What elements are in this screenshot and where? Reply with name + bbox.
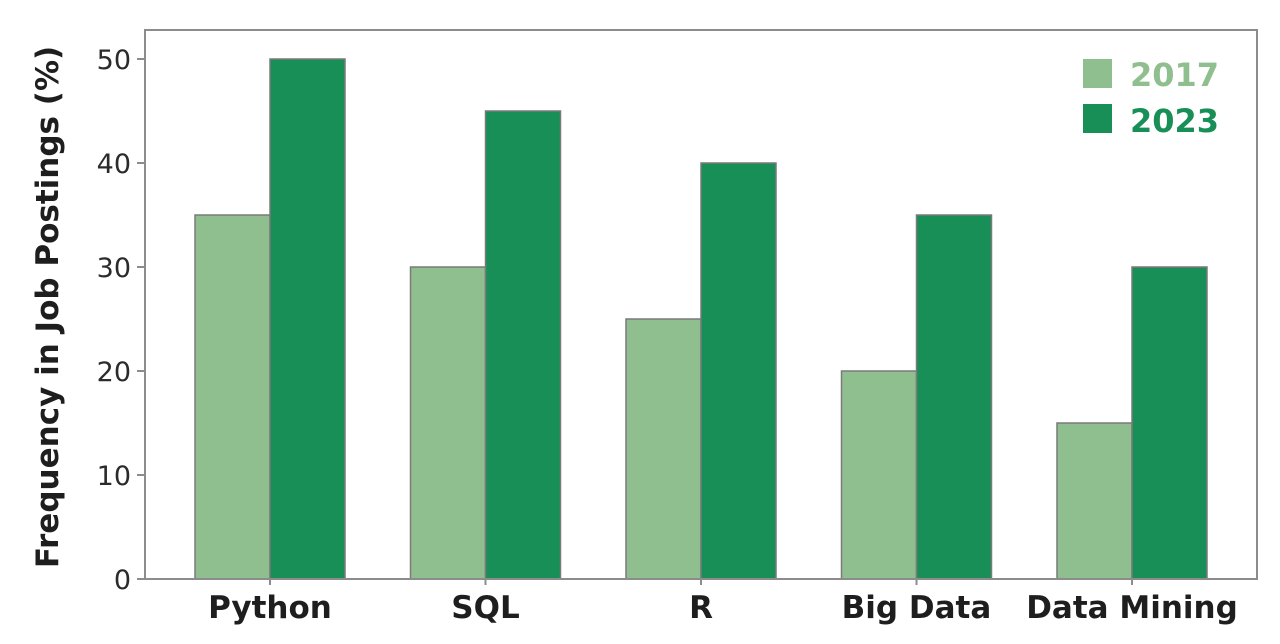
bar-2023-r (700, 162, 777, 580)
bar-2023-python (269, 58, 346, 580)
y-tick-label-40: 40 (97, 149, 131, 180)
x-category-label-sql: SQL (451, 590, 519, 626)
bar-2023-sql (484, 110, 562, 580)
y-tick-label-30: 30 (97, 253, 131, 284)
bar-2017-data-mining (1056, 422, 1133, 580)
x-category-label-python: Python (208, 590, 332, 626)
y-tick-label-10: 10 (97, 461, 131, 492)
x-category-label-big-data: Big Data (842, 590, 992, 626)
bar-2023-big-data (915, 214, 993, 580)
bar-2017-python (194, 214, 271, 580)
legend-label-2017: 2017 (1130, 56, 1219, 94)
y-axis-ticks: 0 10 20 30 40 50 (97, 45, 145, 596)
x-axis-labels: Python SQL R Big Data Data Mining (208, 579, 1238, 626)
legend-swatch-2023 (1083, 104, 1112, 133)
legend-label-2023: 2023 (1130, 102, 1219, 140)
bars-layer (194, 58, 1208, 580)
legend-swatch-2017 (1083, 59, 1112, 88)
legend: 2017 2023 (1083, 56, 1219, 140)
bar-2017-big-data (840, 370, 918, 580)
bar-2017-sql (409, 266, 487, 580)
y-tick-label-50: 50 (97, 45, 131, 76)
bar-2017-r (625, 318, 702, 580)
bar-2023-data-mining (1131, 266, 1208, 580)
y-tick-label-20: 20 (97, 357, 131, 388)
x-category-label-r: R (689, 590, 713, 626)
x-category-label-data-mining: Data Mining (1026, 590, 1238, 626)
y-tick-label-0: 0 (114, 565, 131, 596)
y-axis-title: Frequency in Job Postings (%) (30, 46, 66, 568)
